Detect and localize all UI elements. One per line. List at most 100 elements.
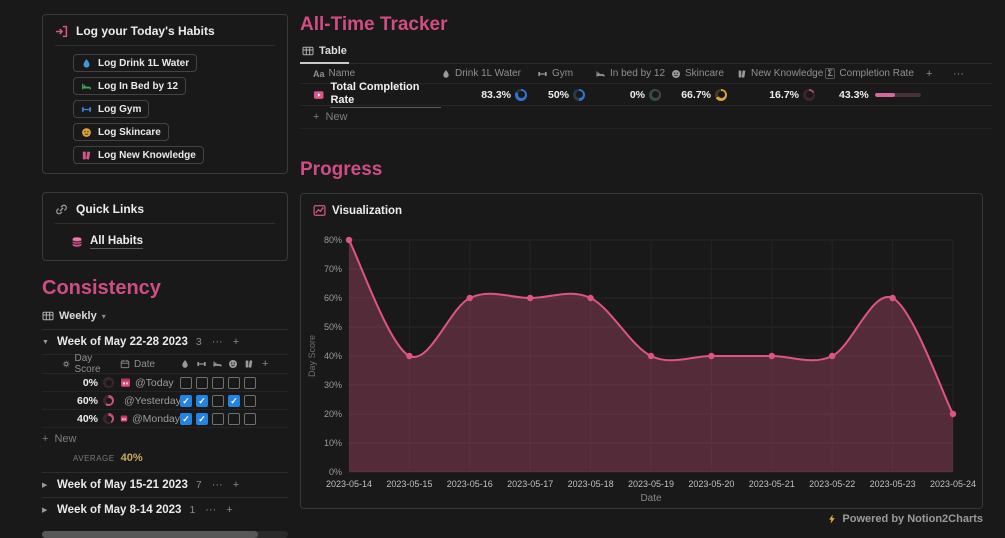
dumbbell-icon[interactable] xyxy=(196,359,208,369)
week-more-button[interactable]: ··· xyxy=(211,479,223,491)
week-more-button[interactable]: ··· xyxy=(205,504,217,516)
habit-column-headers: + xyxy=(180,358,268,370)
log-drink-water-button[interactable]: Log Drink 1L Water xyxy=(73,54,198,72)
week-add-button[interactable]: + xyxy=(232,479,240,491)
date-mention: @Monday xyxy=(131,412,180,425)
log-skincare-button[interactable]: Log Skincare xyxy=(73,123,169,141)
habit-checkbox[interactable] xyxy=(180,376,192,389)
habit-checkbox[interactable] xyxy=(228,394,240,407)
habit-checkbox[interactable] xyxy=(228,376,240,389)
new-row-button[interactable]: + New xyxy=(42,428,288,450)
knowledge-column-header[interactable]: New Knowledge xyxy=(737,68,825,79)
row-name-cell[interactable]: Total Completion Rate xyxy=(313,81,441,108)
log-new-knowledge-button[interactable]: Log New Knowledge xyxy=(73,146,204,164)
progress-ring xyxy=(803,88,815,101)
water-drop-icon[interactable] xyxy=(180,359,192,369)
add-column-button[interactable]: + xyxy=(926,67,933,80)
habit-checkbox[interactable] xyxy=(244,376,256,389)
day-score-column-header[interactable]: Day Score xyxy=(42,353,114,375)
water-drop-icon xyxy=(443,69,449,78)
column-label: Drink 1L Water xyxy=(455,68,521,79)
table-row[interactable]: 60% @Yesterday xyxy=(42,392,288,410)
drink-column-header[interactable]: Drink 1L Water xyxy=(441,68,537,79)
svg-text:20%: 20% xyxy=(324,409,342,419)
row-name-link[interactable]: Total Completion Rate xyxy=(330,81,441,108)
tracker-row[interactable]: Total Completion Rate 83.3% 50% 0% 66.7%… xyxy=(300,81,992,108)
week-group-toggle-2[interactable]: ▶ Week of May 15-21 2023 7 ··· + xyxy=(42,472,288,497)
week-add-button[interactable]: + xyxy=(232,336,240,348)
habit-checkbox[interactable] xyxy=(244,394,256,407)
books-icon xyxy=(82,151,91,159)
chevron-down-icon: ▾ xyxy=(101,311,106,321)
consistency-heading: Consistency xyxy=(42,277,161,299)
new-row-button[interactable]: + New xyxy=(300,106,992,129)
completion-rate-column-header[interactable]: Σ Completion Rate xyxy=(825,68,921,79)
tab-table[interactable]: Table xyxy=(300,45,349,64)
bed-column-header[interactable]: In bed by 12 xyxy=(595,68,671,79)
habit-checks xyxy=(180,376,256,389)
table-row[interactable]: 0% @Today xyxy=(42,374,288,392)
date-cell[interactable]: @Yesterday xyxy=(114,395,181,407)
habit-checkbox[interactable] xyxy=(196,376,208,389)
column-label: Day Score xyxy=(74,353,101,375)
powered-by-footer[interactable]: Powered by Notion2Charts xyxy=(300,513,983,525)
week-group-toggle-3[interactable]: ▶ Week of May 8-14 2023 1 ··· + xyxy=(42,497,288,522)
habit-checkbox[interactable] xyxy=(196,412,208,425)
week-add-button[interactable]: + xyxy=(226,504,233,516)
water-drop-icon xyxy=(83,58,90,68)
triangle-closed-icon[interactable]: ▶ xyxy=(42,482,48,489)
drink-value-cell: 83.3% xyxy=(441,88,537,101)
average-value: 40% xyxy=(120,452,143,464)
week-title: Week of May 15-21 2023 xyxy=(57,479,188,491)
percent-value: 16.7% xyxy=(769,88,799,101)
svg-text:40%: 40% xyxy=(324,351,342,361)
svg-text:2023-05-18: 2023-05-18 xyxy=(568,479,614,489)
svg-text:2023-05-21: 2023-05-21 xyxy=(749,479,795,489)
week-group-toggle-1[interactable]: ▼ Week of May 22-28 2023 3 ··· + xyxy=(42,329,288,354)
calendar-icon xyxy=(120,415,128,422)
calendar-icon xyxy=(121,378,130,387)
habit-checkbox[interactable] xyxy=(212,412,224,425)
date-cell[interactable]: @Monday xyxy=(114,413,180,425)
date-cell[interactable]: @Today xyxy=(114,377,180,389)
habit-checkbox[interactable] xyxy=(212,376,224,389)
completion-rate-cell: 43.3% xyxy=(825,89,921,101)
dumbbell-icon xyxy=(538,71,547,76)
skincare-face-icon[interactable] xyxy=(228,359,240,369)
triangle-open-icon[interactable]: ▼ xyxy=(42,338,49,346)
progress-ring xyxy=(715,88,727,101)
scrollbar-thumb[interactable] xyxy=(42,531,259,538)
habit-checkbox[interactable] xyxy=(212,394,224,407)
skincare-face-icon xyxy=(82,127,91,137)
triangle-closed-icon[interactable]: ▶ xyxy=(42,507,48,514)
habit-checkbox[interactable] xyxy=(180,394,192,407)
button-label: Log Drink 1L Water xyxy=(98,57,190,69)
gym-column-header[interactable]: Gym xyxy=(537,68,595,79)
habit-checkbox[interactable] xyxy=(196,394,208,407)
date-column-header[interactable]: Date xyxy=(114,359,180,370)
bed-icon[interactable] xyxy=(212,359,224,369)
table-row[interactable]: 40% @Monday xyxy=(42,410,288,428)
all-habits-link[interactable]: All Habits xyxy=(71,232,275,251)
button-label: Log Skincare xyxy=(98,126,161,138)
knowledge-value-cell: 16.7% xyxy=(737,88,825,101)
svg-text:2023-05-15: 2023-05-15 xyxy=(386,479,432,489)
books-icon[interactable] xyxy=(244,359,256,369)
log-gym-button[interactable]: Log Gym xyxy=(73,100,150,118)
column-label: New Knowledge xyxy=(751,68,824,79)
horizontal-scrollbar[interactable] xyxy=(42,531,288,538)
skincare-column-header[interactable]: Skincare xyxy=(671,68,737,79)
habit-checkbox[interactable] xyxy=(180,412,192,425)
habit-checkbox[interactable] xyxy=(244,412,256,425)
habit-log-header: Log your Today's Habits xyxy=(55,24,275,46)
week-count: 7 xyxy=(195,479,202,491)
habit-checkbox[interactable] xyxy=(228,412,240,425)
habit-checks xyxy=(180,412,256,425)
table-more-button[interactable]: ··· xyxy=(953,67,964,80)
svg-text:2023-05-24: 2023-05-24 xyxy=(930,479,976,489)
week-more-button[interactable]: ··· xyxy=(211,336,223,348)
weekly-view-switcher[interactable]: Weekly ▾ xyxy=(42,310,288,329)
add-property-button[interactable]: + xyxy=(262,358,269,370)
log-in-bed-button[interactable]: Log In Bed by 12 xyxy=(73,77,187,95)
name-column-header[interactable]: Aa Name xyxy=(313,68,441,79)
